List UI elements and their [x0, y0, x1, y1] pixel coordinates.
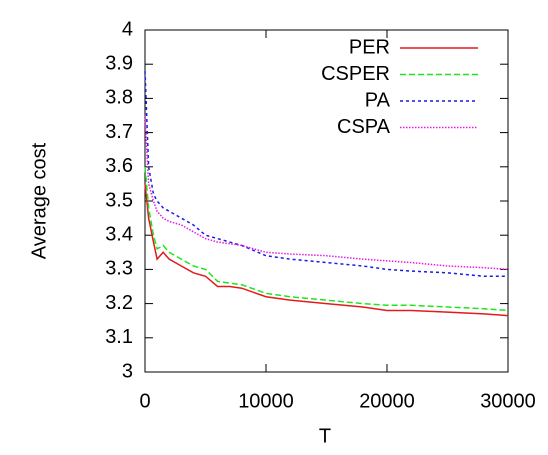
y-tick-label: 3.2	[105, 292, 133, 314]
y-tick-label: 3.3	[105, 258, 133, 280]
x-tick-label: 30000	[480, 390, 536, 412]
y-tick-label: 3.8	[105, 87, 133, 109]
series-line	[144, 115, 509, 271]
x-tick-label: 0	[139, 390, 150, 412]
y-tick-label: 3.4	[105, 223, 133, 245]
x-tick-label: 20000	[359, 390, 415, 412]
x-axis-label: T	[319, 425, 331, 447]
legend-label: CSPA	[337, 116, 391, 138]
legend-label: CSPER	[321, 63, 390, 85]
series-line	[144, 71, 508, 277]
series-line	[144, 183, 509, 317]
legend-label: PER	[349, 36, 390, 58]
y-tick-label: 4	[122, 18, 133, 40]
y-tick-label: 3.9	[105, 52, 133, 74]
x-tick-label: 10000	[238, 390, 294, 412]
y-tick-label: 3.7	[105, 121, 133, 143]
y-tick-label: 3	[122, 360, 133, 382]
y-tick-label: 3.1	[105, 326, 133, 348]
y-tick-label: 3.5	[105, 189, 133, 211]
legend-label: PA	[365, 89, 391, 111]
y-axis-label: Average cost	[28, 142, 50, 259]
series-line	[144, 166, 509, 312]
y-tick-label: 3.6	[105, 155, 133, 177]
